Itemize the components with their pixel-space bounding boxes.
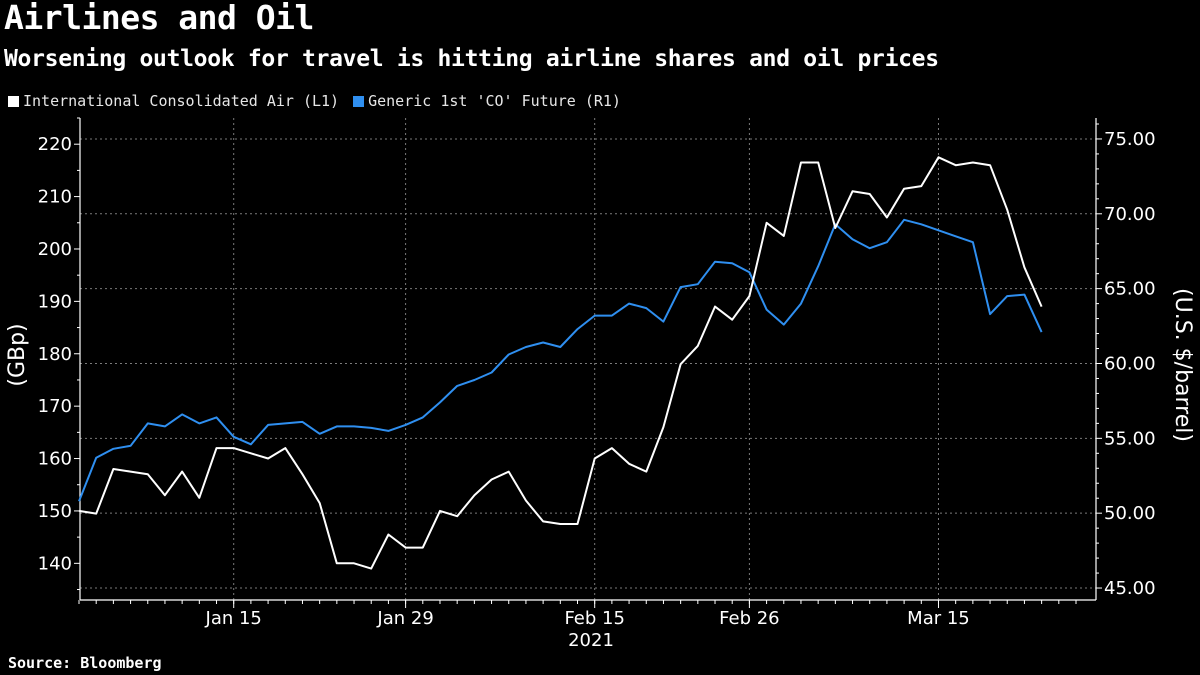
legend-item-iag: International Consolidated Air (L1) [8,92,339,110]
series-lines [78,156,1043,570]
y-right-tick-label: 50.00 [1104,503,1156,524]
y-right-tick-label: 45.00 [1104,578,1156,599]
y-left-tick-label: 200 [38,239,72,260]
y-right-tick-label: 75.00 [1104,129,1156,150]
chart-subtitle: Worsening outlook for travel is hitting … [4,46,939,72]
legend: International Consolidated Air (L1) Gene… [8,92,635,110]
legend-item-brent: Generic 1st 'CO' Future (R1) [353,92,621,110]
y-left-tick-label: 150 [38,501,72,522]
y-right-tick-label: 70.00 [1104,204,1156,225]
x-axis-year-label: 2021 [568,630,614,651]
x-tick-label: Mar 15 [907,608,970,629]
legend-label-iag: International Consolidated Air (L1) [23,92,340,110]
x-tick-label: Feb 15 [564,608,625,629]
y-left-tick-label: 140 [38,553,72,574]
y-axis-right-label: (U.S. $/barrel) [1170,288,1195,442]
x-tick-label: Jan 29 [376,608,433,629]
y-left-tick-label: 220 [38,134,72,155]
legend-label-brent: Generic 1st 'CO' Future (R1) [368,92,621,110]
x-tick-label: Feb 26 [719,608,780,629]
y-left-tick-label: 160 [38,449,72,470]
axes [74,117,1102,608]
y-right-tick-label: 60.00 [1104,353,1156,374]
tick-labels: Jan 15 Jan 29 Feb 15 Feb 26 Mar 15 140 150 160 1… [38,129,1156,629]
chart-title: Airlines and Oil [4,0,314,37]
y-left-tick-label: 170 [38,396,72,417]
y-left-tick-label: 210 [38,187,72,208]
y-right-tick-label: 65.00 [1104,279,1156,300]
y-left-tick-label: 180 [38,344,72,365]
legend-swatch-brent [353,95,365,107]
legend-swatch-iag [8,95,19,107]
y-axis-left-label: (GBp) [5,323,30,386]
gridlines [80,118,1096,600]
source-note: Source: Bloomberg [8,654,162,672]
y-right-tick-label: 55.00 [1104,428,1156,449]
x-tick-label: Jan 15 [205,608,262,629]
series-line-iag [78,156,1043,570]
y-left-tick-label: 190 [38,291,72,312]
series-line-brent [78,218,1043,502]
